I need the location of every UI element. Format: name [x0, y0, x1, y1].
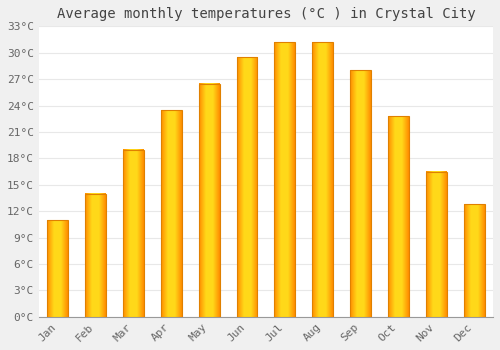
Bar [388, 116, 409, 317]
Bar [274, 42, 295, 317]
Bar [312, 42, 333, 317]
Bar [350, 70, 371, 317]
Bar [350, 70, 371, 317]
Bar [426, 172, 446, 317]
Bar [464, 204, 484, 317]
Bar [464, 204, 484, 317]
Bar [274, 42, 295, 317]
Bar [236, 57, 258, 317]
Bar [312, 42, 333, 317]
Bar [426, 172, 446, 317]
Bar [388, 116, 409, 317]
Bar [123, 149, 144, 317]
Bar [161, 110, 182, 317]
Bar [48, 220, 68, 317]
Bar [198, 84, 220, 317]
Bar [123, 149, 144, 317]
Bar [236, 57, 258, 317]
Bar [85, 194, 106, 317]
Bar [48, 220, 68, 317]
Bar [85, 194, 106, 317]
Title: Average monthly temperatures (°C ) in Crystal City: Average monthly temperatures (°C ) in Cr… [56, 7, 476, 21]
Bar [161, 110, 182, 317]
Bar [198, 84, 220, 317]
